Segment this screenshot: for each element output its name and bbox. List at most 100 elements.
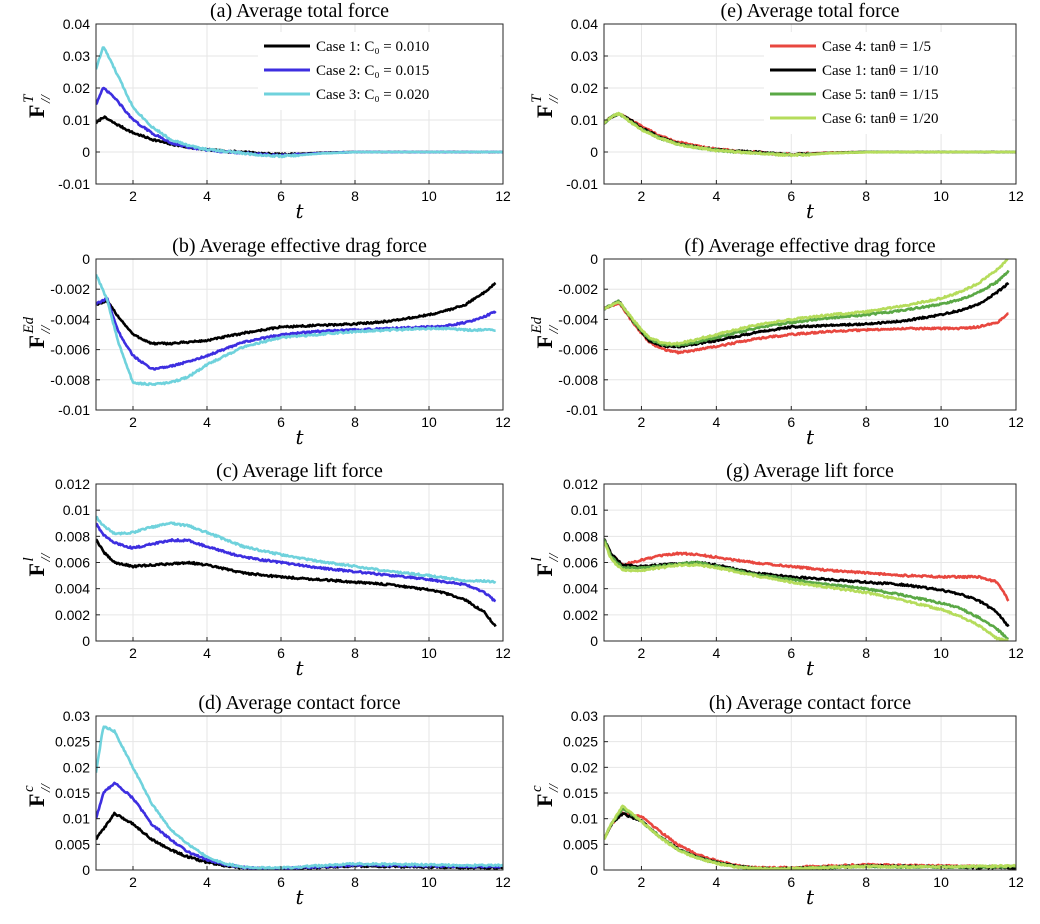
- y-tick-label: 0.006: [55, 555, 90, 571]
- y-tick-label: 0.01: [571, 811, 598, 827]
- y-tick-label: -0.01: [58, 402, 90, 418]
- y-tick-label: -0.008: [558, 372, 598, 388]
- y-label-superscript: Ed: [529, 316, 545, 334]
- y-tick-label: 0.04: [63, 16, 90, 32]
- y-label-subscript: //: [39, 553, 54, 563]
- x-tick-label: 10: [933, 874, 949, 890]
- x-tick-label: 4: [712, 645, 720, 661]
- x-tick-label: 12: [1008, 645, 1024, 661]
- y-label-main: F: [24, 335, 49, 348]
- series-line: [96, 281, 497, 346]
- y-label-subscript: //: [39, 325, 54, 335]
- y-tick-label: 0.004: [55, 581, 90, 597]
- chart-title: (f) Average effective drag force: [684, 235, 935, 257]
- axes-box: [603, 258, 1017, 411]
- x-axis-label: t: [806, 199, 815, 223]
- x-tick-label: 10: [933, 414, 949, 430]
- y-label-superscript: l: [529, 557, 545, 561]
- y-label-main: F: [532, 794, 557, 807]
- x-tick-label: 4: [203, 414, 211, 430]
- x-axis-label: t: [295, 656, 304, 680]
- y-tick-label: 0: [590, 144, 598, 160]
- y-tick-label: 0.002: [55, 607, 90, 623]
- x-tick-label: 2: [129, 874, 137, 890]
- chart-title: (a) Average total force: [210, 0, 389, 22]
- y-tick-label: 0.015: [563, 785, 598, 801]
- y-tick-label: 0.03: [571, 708, 598, 724]
- y-tick-label: 0: [590, 862, 598, 878]
- series-group: [96, 274, 497, 387]
- y-label-subscript: //: [547, 94, 562, 104]
- x-tick-label: 12: [495, 414, 511, 430]
- x-tick-label: 8: [862, 188, 870, 204]
- series-line: [604, 538, 1010, 602]
- y-label-subscript: //: [547, 325, 562, 335]
- x-tick-label: 8: [351, 645, 359, 661]
- panel-b: 2 4 6 8 10 12 -0.01 -0.008 -0.006 -0.004 -0.002 0 (b…: [21, 235, 511, 449]
- x-tick-label: 10: [421, 414, 437, 430]
- y-tick-label: 0.025: [563, 734, 598, 750]
- legend-label: Case 1: C₀ = 0.010: [316, 39, 429, 55]
- y-tick-label: 0.02: [571, 759, 598, 775]
- y-label-main: F: [24, 794, 49, 807]
- x-tick-label: 12: [495, 188, 511, 204]
- series-group: [604, 804, 1016, 870]
- x-axis-label: t: [295, 425, 304, 449]
- y-label-superscript: Ed: [21, 316, 37, 334]
- series-line: [96, 725, 503, 870]
- x-tick-label: 12: [1008, 414, 1024, 430]
- x-tick-label: 12: [495, 645, 511, 661]
- x-axis-label: t: [295, 885, 304, 909]
- axes-box: [95, 258, 504, 411]
- x-tick-label: 4: [203, 188, 211, 204]
- panel-a: 2 4 6 8 10 12 -0.01 0 0.01 0.02 0.03 0.04 (a) Averag…: [21, 0, 511, 223]
- x-tick-label: 2: [638, 188, 646, 204]
- x-axis-label: t: [295, 199, 304, 223]
- y-tick-label: 0: [590, 251, 598, 267]
- y-tick-label: 0.03: [63, 48, 90, 64]
- x-tick-label: 12: [1008, 874, 1024, 890]
- y-label-superscript: T: [529, 93, 545, 103]
- y-tick-label: 0.04: [571, 16, 598, 32]
- x-tick-label: 6: [787, 874, 795, 890]
- series-group: [604, 111, 1016, 158]
- y-tick-label: -0.004: [558, 311, 598, 327]
- x-tick-label: 10: [421, 188, 437, 204]
- x-tick-label: 8: [862, 874, 870, 890]
- legend-label: Case 3: C₀ = 0.020: [316, 87, 429, 103]
- x-tick-label: 4: [203, 874, 211, 890]
- y-axis-label: Fc//: [21, 783, 54, 807]
- x-tick-label: 8: [351, 188, 359, 204]
- series-line: [96, 522, 497, 603]
- y-label-subscript: //: [39, 94, 54, 104]
- x-tick-label: 2: [129, 414, 137, 430]
- x-tick-label: 6: [277, 645, 285, 661]
- y-label-subscript: //: [547, 783, 562, 793]
- y-tick-label: -0.01: [566, 176, 598, 192]
- series-line: [604, 111, 1016, 158]
- x-tick-label: 4: [712, 188, 720, 204]
- x-tick-label: 8: [351, 874, 359, 890]
- y-tick-label: 0.01: [63, 502, 90, 518]
- legend: Case 1: C₀ = 0.010 Case 2: C₀ = 0.015 Case…: [258, 32, 500, 110]
- y-axis-label: Fl//: [21, 553, 54, 577]
- legend-label: Case 6: tanθ = 1/20: [822, 111, 938, 127]
- series-line: [96, 296, 497, 371]
- legend-label: Case 5: tanθ = 1/15: [822, 87, 938, 103]
- y-axis-label: FT//: [529, 93, 562, 118]
- panel-c: 2 4 6 8 10 12 0 0.002 0.004 0.006 0.008 0.01 0.012 (c…: [21, 460, 511, 680]
- y-label-main: F: [532, 105, 557, 118]
- y-tick-label: 0: [82, 251, 90, 267]
- y-tick-label: 0.025: [55, 734, 90, 750]
- y-tick-label: -0.006: [50, 342, 90, 358]
- panel-h: 2 4 6 8 10 12 0 0.005 0.01 0.015 0.02 0.025 0.03 (h) …: [529, 692, 1024, 909]
- series-line: [96, 538, 497, 628]
- panel-d: 2 4 6 8 10 12 0 0.005 0.01 0.015 0.02 0.025 0.03 (d) …: [21, 692, 511, 909]
- x-tick-label: 12: [495, 874, 511, 890]
- x-tick-label: 8: [862, 645, 870, 661]
- x-tick-label: 6: [277, 188, 285, 204]
- x-axis-label: t: [806, 425, 815, 449]
- y-label-subscript: //: [547, 553, 562, 563]
- panel-g: 2 4 6 8 10 12 0 0.002 0.004 0.006 0.008 0.01 0.012 (g…: [529, 460, 1024, 680]
